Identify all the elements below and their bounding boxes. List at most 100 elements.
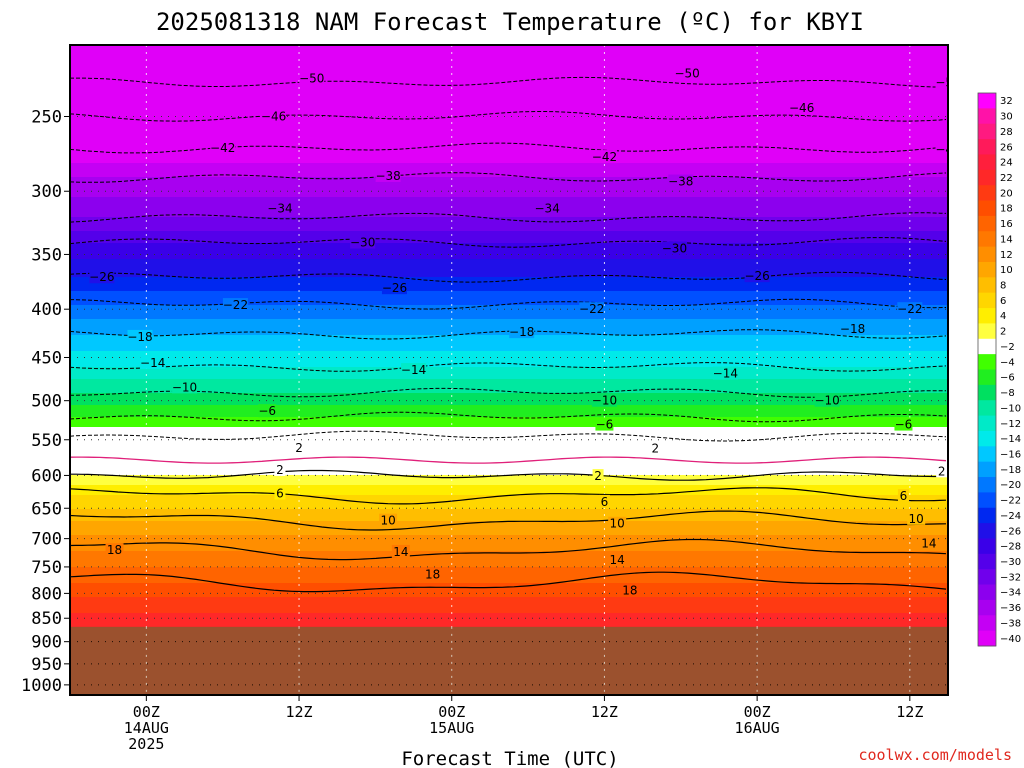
temperature-band	[70, 89, 948, 92]
colorbar-label: −28	[1000, 542, 1021, 553]
contour-label-bg	[509, 325, 535, 339]
temperature-band	[70, 545, 948, 548]
temperature-band	[70, 177, 948, 180]
contour-label: −50	[674, 66, 699, 80]
temperature-band	[70, 589, 948, 592]
colorbar-label: −26	[1000, 526, 1021, 537]
colorbar-swatch	[978, 200, 996, 217]
temperature-band	[70, 95, 948, 98]
colorbar-label: 28	[1000, 127, 1013, 138]
y-tick-label: 700	[31, 530, 62, 550]
temperature-band	[70, 531, 948, 534]
temperature-band	[70, 373, 948, 376]
colorbar-label: 26	[1000, 142, 1013, 153]
colorbar-label: 16	[1000, 219, 1013, 230]
temperature-band	[70, 517, 948, 520]
contour-label: −38	[668, 175, 693, 189]
temperature-band	[70, 607, 948, 610]
temperature-band	[70, 191, 948, 194]
temperature-band	[70, 375, 948, 378]
temperature-band	[70, 525, 948, 528]
temperature-band	[70, 181, 948, 184]
temperature-band	[70, 403, 948, 406]
colorbar-label: −20	[1000, 480, 1021, 491]
contour-label: 6	[276, 486, 284, 500]
temperature-band	[70, 495, 948, 498]
colorbar-legend: 32 30 28 26 24 22 20 18 16 14 12 10 8 6 4 2 −2 −4 −6 −8 −10 −…	[977, 92, 1021, 647]
contour-label: −18	[127, 330, 152, 344]
temperature-band	[70, 341, 948, 344]
temperature-band	[70, 501, 948, 504]
temperature-band	[70, 213, 948, 216]
contour-line	[70, 487, 947, 505]
temperature-band	[70, 271, 948, 274]
temperature-band	[70, 625, 948, 628]
temperature-band	[70, 361, 948, 364]
temperature-band	[70, 201, 948, 204]
temperature-band	[70, 101, 948, 104]
contour-label-bg	[598, 494, 610, 508]
contour-label-bg	[712, 366, 738, 380]
temperature-band	[70, 277, 948, 280]
contour-label: −26	[382, 281, 407, 295]
temperature-band	[70, 583, 948, 586]
chart-title: 2025081318 NAM Forecast Temperature (ºC)…	[156, 8, 864, 36]
temperature-band	[70, 267, 948, 270]
temperature-band	[70, 425, 948, 428]
temperature-band	[70, 209, 948, 212]
temperature-band	[70, 405, 948, 408]
site-credit: coolwx.com/models	[858, 746, 1012, 764]
temperature-band	[70, 305, 948, 308]
temperature-band	[70, 97, 948, 100]
temperature-band	[70, 577, 948, 580]
contour-label-bg	[595, 417, 614, 431]
temperature-band	[70, 449, 948, 452]
contour-label: −6	[895, 418, 913, 432]
plot-frame	[69, 44, 949, 696]
contour-label: −30	[662, 242, 687, 256]
temperature-band	[70, 521, 948, 524]
x-tick-label: 00Z	[744, 703, 771, 721]
contour-label-bg	[274, 486, 286, 500]
temperature-band	[70, 547, 948, 550]
temperature-band	[70, 249, 948, 252]
temperature-band	[70, 307, 948, 310]
temperature-band	[70, 605, 948, 608]
colorbar-label: −30	[1000, 557, 1021, 568]
colorbar-label: −32	[1000, 572, 1021, 583]
y-tick-label: 650	[31, 499, 62, 519]
temperature-band	[70, 427, 948, 430]
contour-label: −10	[592, 394, 617, 408]
contour-label-bg	[258, 404, 277, 418]
colorbar-label: −4	[1000, 357, 1015, 368]
temperature-band	[70, 385, 948, 388]
temperature-band	[70, 245, 948, 248]
y-tick-label: 950	[31, 655, 62, 675]
temperature-band	[70, 215, 948, 218]
contour-label: 10	[380, 514, 395, 528]
contour-label: −6	[258, 404, 276, 418]
temperature-band	[70, 445, 948, 448]
y-tick-label: 300	[31, 182, 62, 202]
temperature-band	[70, 475, 948, 478]
temperature-band	[70, 179, 948, 182]
colorbar-swatch	[978, 400, 996, 416]
contour-label-bg	[814, 393, 840, 407]
temperature-band	[70, 611, 948, 614]
colorbar-label: 8	[1000, 281, 1006, 292]
contour-label-bg	[668, 174, 694, 188]
temperature-band	[70, 259, 948, 262]
temperature-band	[70, 145, 948, 148]
temperature-band	[70, 309, 948, 312]
contour-label-bg	[534, 201, 560, 215]
temperature-band	[70, 421, 948, 424]
contour-label: 6	[900, 489, 908, 503]
contour-label-bg	[222, 298, 248, 312]
colorbar-label: 14	[1000, 234, 1013, 245]
colorbar-label: 10	[1000, 265, 1013, 276]
temperature-band	[70, 413, 948, 416]
temperature-band	[70, 325, 948, 328]
colorbar-label: −38	[1000, 618, 1021, 629]
temperature-band	[70, 397, 948, 400]
contour-label: 14	[921, 536, 936, 550]
